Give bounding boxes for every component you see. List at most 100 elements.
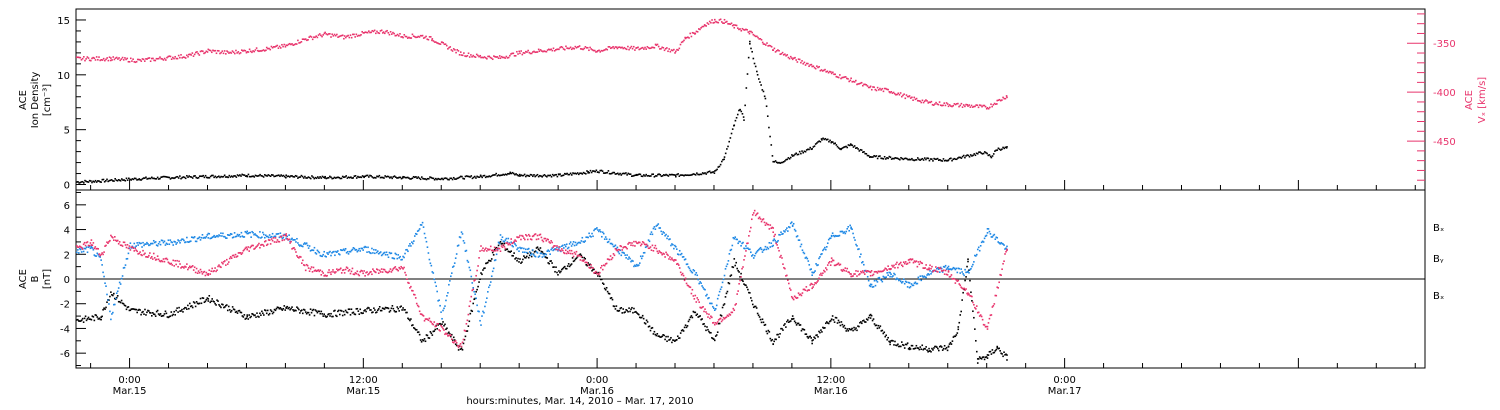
- bx-point: [552, 266, 554, 268]
- vx-point: [842, 76, 845, 79]
- by-point: [901, 280, 904, 283]
- vx-point: [575, 46, 578, 49]
- bz-point: [291, 248, 293, 250]
- by-point: [532, 253, 535, 256]
- ion-density-point: [980, 152, 983, 154]
- by-point: [834, 234, 837, 237]
- by-point: [798, 239, 801, 241]
- bz-point: [747, 242, 749, 244]
- bz-point: [753, 209, 756, 212]
- vx-point: [700, 27, 702, 29]
- bx-point: [558, 270, 560, 272]
- by-point: [881, 280, 884, 283]
- bx-point: [871, 319, 874, 322]
- bx-point: [949, 341, 952, 344]
- bz-point: [750, 226, 752, 229]
- vx-point: [197, 52, 199, 55]
- bz-point: [122, 241, 125, 244]
- vx-point: [121, 56, 124, 59]
- by-point: [373, 248, 375, 251]
- x-tick-time-label: 12:00: [349, 375, 378, 386]
- ion-density-point: [551, 173, 554, 176]
- bz-point: [663, 253, 665, 255]
- by-point: [375, 249, 377, 251]
- ion-density-point: [80, 181, 83, 183]
- vx-point: [473, 55, 476, 58]
- bx-point: [104, 308, 106, 310]
- vx-point: [1003, 97, 1006, 100]
- ion-density-point: [530, 174, 533, 176]
- vx-point: [77, 56, 79, 58]
- bz-point: [198, 271, 201, 274]
- by-point: [97, 253, 100, 256]
- by-point: [207, 237, 210, 239]
- bz-point: [499, 250, 502, 253]
- bz-point: [680, 273, 683, 276]
- bx-point: [867, 316, 870, 319]
- bz-point: [885, 268, 887, 270]
- ion-density-point: [439, 178, 442, 181]
- bz-point: [903, 262, 906, 265]
- vx-point: [741, 27, 744, 30]
- ion-density-point: [344, 176, 346, 178]
- vx-point: [375, 32, 377, 35]
- bz-point: [574, 253, 577, 255]
- bx-point: [224, 306, 226, 308]
- vx-point: [159, 56, 161, 58]
- vx-point: [985, 107, 988, 110]
- bx-point: [751, 303, 754, 306]
- by-point: [593, 229, 595, 232]
- ion-density-point: [529, 173, 532, 176]
- by-point: [167, 239, 170, 242]
- vx-point: [678, 47, 681, 50]
- vx-point: [112, 56, 115, 58]
- bx-point: [713, 338, 715, 340]
- bz-point: [76, 246, 79, 248]
- ion-density-point: [186, 174, 188, 177]
- bx-point: [964, 279, 966, 282]
- by-point: [838, 234, 841, 237]
- bz-point: [207, 273, 210, 275]
- bx-point: [220, 306, 222, 309]
- vx-point: [95, 56, 98, 58]
- bx-point: [99, 318, 101, 321]
- bz-point: [644, 243, 647, 246]
- bz-point: [126, 243, 129, 246]
- bx-point: [572, 260, 575, 263]
- bx-point: [828, 320, 831, 323]
- ion-density-point: [401, 177, 404, 179]
- vx-point: [581, 48, 583, 50]
- ion-density-point: [505, 173, 508, 176]
- bz-point: [749, 230, 751, 233]
- bz-point: [843, 269, 846, 272]
- ion-density-point: [661, 175, 664, 177]
- by-point: [507, 237, 510, 240]
- vx-point: [422, 37, 425, 39]
- ion-density-point: [431, 177, 434, 179]
- bz-point: [691, 288, 694, 291]
- by-point: [796, 235, 799, 237]
- by-point: [178, 240, 180, 242]
- by-point: [239, 235, 242, 238]
- bx-point: [618, 309, 621, 312]
- bz-point: [451, 341, 454, 343]
- bx-point: [796, 322, 799, 325]
- ion-density-point: [184, 177, 187, 180]
- bx-point: [887, 336, 889, 339]
- vx-point: [946, 103, 949, 105]
- vx-point: [538, 50, 541, 53]
- bz-point: [550, 240, 552, 242]
- bx-point: [761, 318, 764, 321]
- ion-density-point: [998, 148, 1001, 151]
- ion-density-point: [465, 175, 468, 177]
- by-point: [144, 243, 146, 245]
- ion-density-point: [674, 174, 677, 176]
- bz-point: [722, 316, 725, 319]
- bx-point: [489, 260, 492, 262]
- bz-point: [712, 322, 714, 324]
- bx-point: [584, 257, 587, 260]
- vx-point: [188, 53, 190, 56]
- bz-point: [576, 255, 579, 257]
- bz-point: [645, 243, 648, 246]
- vx-point: [653, 46, 656, 49]
